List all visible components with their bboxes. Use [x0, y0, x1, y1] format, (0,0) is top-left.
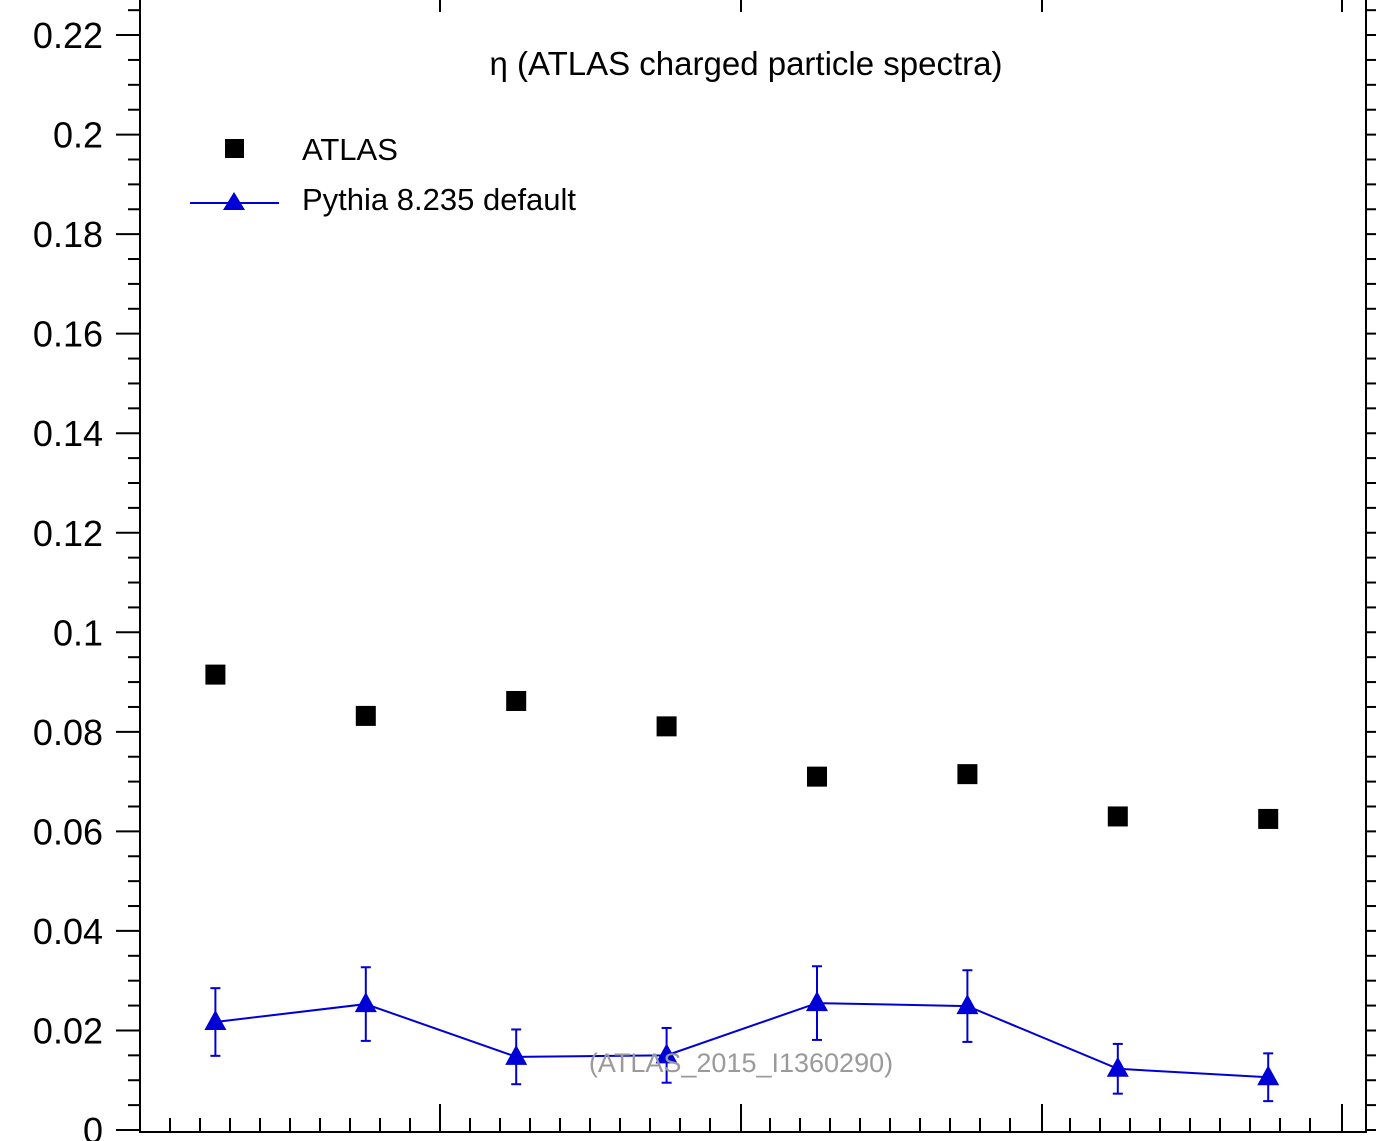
pythia-data-point — [505, 1044, 528, 1065]
atlas-data-point — [656, 716, 677, 737]
legend: ATLAS Pythia 8.235 default — [190, 132, 576, 217]
atlas-data-point — [1258, 808, 1279, 829]
y-tick-label: 0.22 — [33, 15, 103, 56]
y-tick-label: 0.2 — [53, 115, 103, 156]
series-marks — [204, 664, 1280, 1103]
pythia-data-point — [1106, 1056, 1129, 1077]
y-tick-label: 0 — [83, 1110, 103, 1141]
pythia-data-point — [655, 1043, 678, 1064]
plot-frame — [139, 0, 1367, 1133]
y-tick-label: 0.16 — [33, 314, 103, 355]
y-tick-label: 0.06 — [33, 811, 103, 852]
atlas-data-point — [506, 690, 527, 711]
pythia-series-line — [215, 1002, 1269, 1079]
y-tick-label: 0.12 — [33, 513, 103, 554]
legend-pythia-label: Pythia 8.235 default — [302, 182, 576, 217]
y-tick-label: 0.1 — [53, 612, 103, 653]
analysis-id-annotation: (ATLAS_2015_I1360290) — [589, 1048, 893, 1078]
y-tick-label: 0.14 — [33, 413, 103, 454]
pythia-data-point — [1257, 1065, 1280, 1086]
atlas-data-point — [1107, 806, 1128, 827]
legend-pythia-marker — [223, 192, 245, 210]
pythia-data-point — [956, 994, 979, 1015]
atlas-data-point — [957, 764, 978, 785]
y-tick-label: 0.08 — [33, 712, 103, 753]
legend-atlas-label: ATLAS — [302, 132, 398, 167]
pythia-data-point — [354, 992, 377, 1013]
y-axis-tick-labels: 0 0.02 0.04 0.06 0.08 0.1 0.12 0.14 0.16 0.18 0.2 0… — [33, 15, 103, 1141]
y-tick-label: 0.02 — [33, 1010, 103, 1051]
atlas-data-point — [355, 705, 376, 726]
legend-atlas-marker — [225, 139, 244, 158]
pythia-data-point — [204, 1009, 227, 1030]
chart-title: η (ATLAS charged particle spectra) — [490, 45, 1003, 82]
pythia-data-point — [806, 991, 828, 1012]
atlas-data-point — [807, 766, 827, 787]
y-tick-label: 0.18 — [33, 214, 103, 255]
atlas-data-point — [205, 664, 226, 685]
plot-border — [139, 0, 1367, 1133]
axis-ticks — [116, 0, 1376, 1132]
y-tick-label: 0.04 — [33, 911, 103, 952]
